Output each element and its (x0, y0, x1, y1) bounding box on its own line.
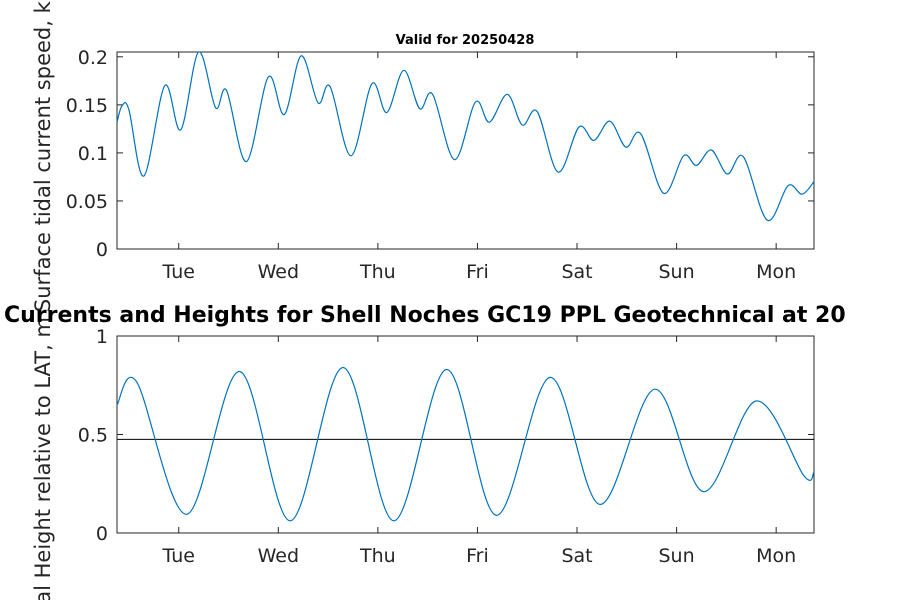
current-ytick-label: 0 (96, 239, 108, 261)
current-ytick-label: 0.05 (66, 191, 108, 213)
height-ytick-label: 0 (96, 523, 108, 545)
current-xtick-label: Mon (756, 261, 796, 283)
current-xtick-label: Fri (466, 261, 489, 283)
height-xtick-label: Mon (756, 545, 796, 567)
current-xtick-label: Tue (162, 261, 195, 283)
current-chart-title: Valid for 20250428 (396, 33, 535, 48)
height-xtick-label: Sat (561, 545, 592, 567)
current-xtick-label: Sun (659, 261, 695, 283)
tidal-height-line (116, 366, 815, 522)
current-ytick-label: 0.2 (78, 47, 108, 69)
current-y-axis-label: Surface tidal current speed, kn (31, 0, 55, 312)
height-ytick-label: 1 (96, 326, 108, 348)
height-chart-title: Currents and Heights for Shell Noches GC… (4, 303, 846, 328)
current-axes-box (116, 51, 815, 250)
current-xtick-label: Thu (359, 261, 396, 283)
current-ytick-label: 0.15 (66, 95, 108, 117)
height-axes-box (116, 335, 815, 534)
height-xtick-label: Thu (359, 545, 396, 567)
current-speed-chart: 0 0.05 0.1 0.15 0.2 Tue Wed Thu Fri Sat Sun Mon Va… (31, 0, 815, 312)
height-xtick-label: Tue (162, 545, 195, 567)
current-speed-line (116, 51, 815, 221)
height-y-axis-label: idal Height relative to LAT, m (31, 317, 55, 600)
height-xtick-label: Fri (466, 545, 489, 567)
height-xtick-label: Sun (659, 545, 695, 567)
current-xtick-label: Sat (561, 261, 592, 283)
height-ytick-label: 0.5 (78, 425, 108, 447)
current-xtick-label: Wed (258, 261, 299, 283)
height-xtick-label: Wed (258, 545, 299, 567)
tidal-height-chart: 0 0.5 1 Tue Wed Thu Fri Sat Sun Mon idal Height … (4, 303, 846, 600)
current-ytick-label: 0.1 (78, 143, 108, 165)
